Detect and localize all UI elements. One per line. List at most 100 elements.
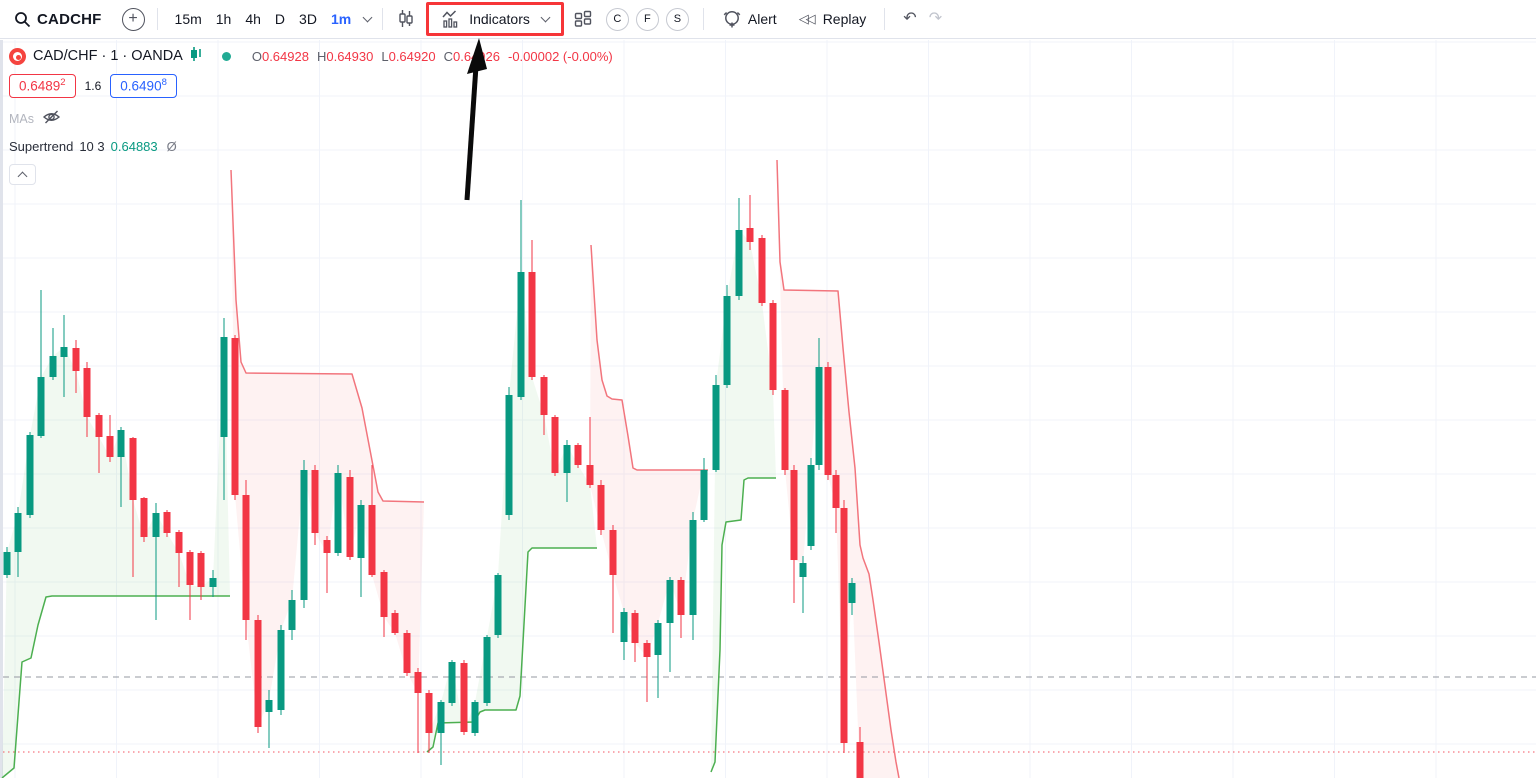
candle [677,577,685,638]
candle [425,690,433,753]
ohlc-item: H0.64930 [316,48,374,64]
ask-price-fraction: 8 [161,77,167,88]
candle [368,465,376,577]
candle [597,480,605,535]
candle [832,470,840,533]
toolbar-divider [382,8,384,30]
timeframe-D[interactable]: D [268,4,292,34]
timeframe-group: 15m 1h 4h D 3D 1m [168,4,359,34]
supertrend-line [1,159,900,778]
timeframe-4h[interactable]: 4h [238,4,268,34]
indicators-button[interactable]: Indicators [426,2,564,36]
toolbar-divider [156,8,158,30]
redo-button[interactable]: ↷ [923,4,948,34]
candle [494,573,502,638]
spread-value: 1.6 [84,78,102,93]
layout-templates-button[interactable] [568,4,599,34]
compare-add-symbol-button[interactable]: + [116,4,151,34]
replay-button[interactable]: ◁◁ Replay [793,4,873,34]
candle [769,300,777,395]
candle [735,198,743,300]
timeframe-15m[interactable]: 15m [168,4,209,34]
indicator-name: Supertrend [9,138,74,154]
supertrend-indicator-row[interactable]: Supertrend 10 3 0.64883 Ø [9,139,613,154]
candle [574,443,582,468]
candle [334,465,342,556]
grid-lines [3,40,1536,778]
candle [106,415,114,462]
sell-bid-button[interactable]: 0.64892 [9,74,76,98]
candle-chart-icon [190,46,203,66]
grid-layout-icon [574,10,593,29]
price-change: -0.00002 (-0.00%) [507,48,613,64]
timeframe-1h[interactable]: 1h [209,4,239,34]
template-button-c[interactable]: C [605,7,629,31]
template-button-f[interactable]: F [635,7,659,31]
candle [346,470,354,560]
candle [528,240,536,380]
toolbar-divider [702,8,704,30]
candle [265,690,273,748]
legend-collapse-button[interactable] [9,163,36,185]
candle [26,432,34,518]
candle [403,630,411,676]
candle [471,700,479,736]
candle [712,375,720,472]
candle [72,340,80,393]
candle [563,440,571,502]
candle [95,413,103,473]
ohlc-values: O0.64928 H0.64930 L0.64920 C0.64926 -0.00002… [252,49,613,64]
candle [586,417,594,488]
buy-ask-button[interactable]: 0.64908 [110,74,177,98]
candle [840,500,848,753]
candle [357,500,365,597]
candle [391,610,399,635]
undo-button[interactable]: ↶ [897,4,922,34]
timeframe-3D[interactable]: 3D [292,4,324,34]
candle [186,550,194,620]
candle [551,415,559,476]
template-button-s[interactable]: S [665,7,689,31]
candle [60,315,68,397]
chart-legend: CAD/CHF · 1 · OANDA O0.64928 H0.64930 L0.6… [9,46,613,185]
candle [117,427,125,507]
ohlc-item: C0.64926 [443,48,500,64]
alert-label: Alert [747,11,777,27]
candle [254,615,262,733]
replay-icon: ◁◁ [798,11,816,26]
chevron-up-icon [17,171,28,181]
candle [781,388,789,475]
bid-price-fraction: 2 [60,77,66,88]
candle [288,590,296,640]
chevron-down-icon [362,12,373,22]
instrument-logo [9,47,26,65]
timeframe-menu-button[interactable] [360,4,375,34]
timeframe-1m[interactable]: 1m [324,4,358,34]
candle [323,536,331,593]
candle [83,362,91,437]
candle [807,458,815,550]
alarm-clock-icon [722,9,742,29]
candle [129,437,137,577]
candle [815,338,823,470]
candle [152,503,160,620]
instrument-title[interactable]: CAD/CHF · 1 · OANDA [33,48,183,64]
candle [666,577,674,672]
mas-indicator-row[interactable]: MAs [9,109,613,130]
ohlc-item: L0.64920 [381,48,436,64]
candle [689,512,697,640]
top-toolbar: CADCHF + 15m 1h 4h D 3D 1m [0,0,1536,39]
indicator-hide-icon[interactable]: Ø [166,138,177,154]
candle [799,556,807,613]
indicators-label: Indicators [469,11,530,27]
candle [460,660,468,735]
candle [654,620,662,698]
chart-style-button[interactable] [390,4,422,34]
market-status-dot[interactable] [221,51,231,61]
alert-button[interactable]: Alert [716,4,783,34]
candle [517,200,525,400]
eye-off-icon[interactable] [42,109,61,130]
candle [483,635,491,706]
symbol-search-button[interactable]: CADCHF [12,4,108,34]
